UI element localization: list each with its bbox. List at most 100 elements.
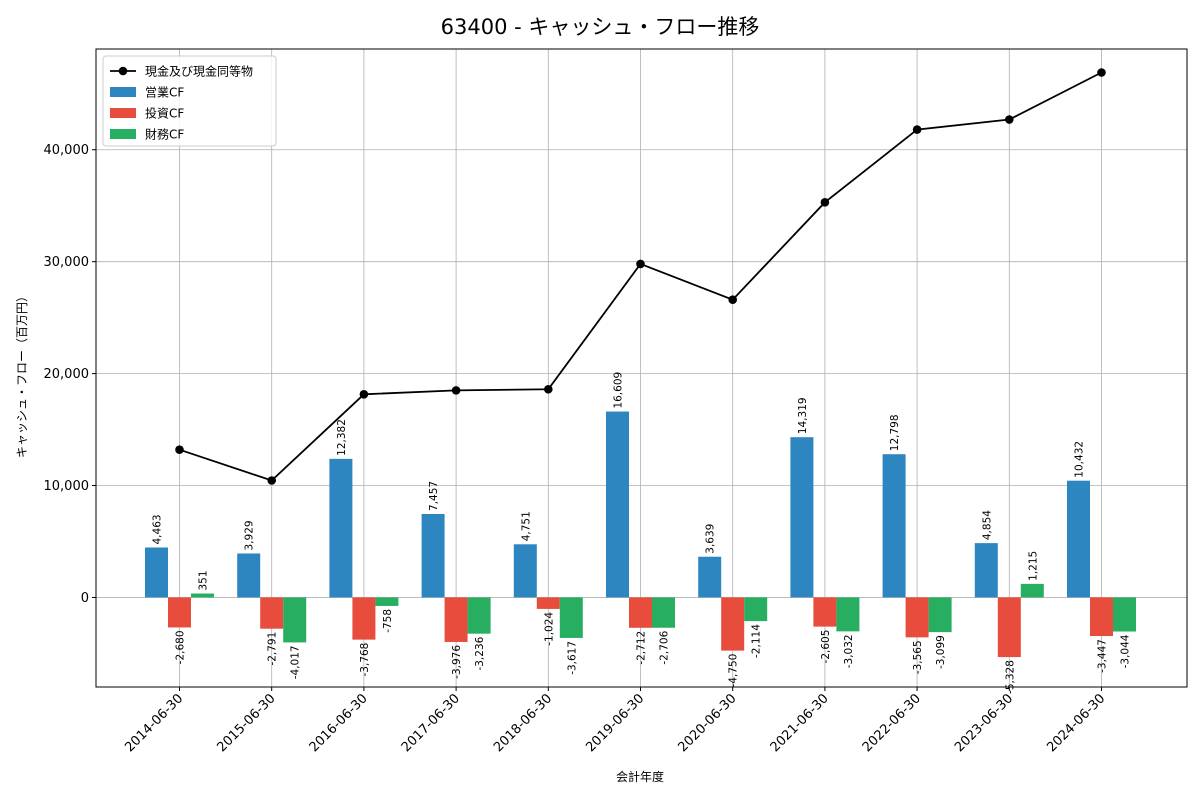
- bar-value-label: -758: [382, 609, 394, 633]
- bar-operating: [698, 556, 722, 598]
- bar-value-label: 1,215: [1027, 551, 1039, 581]
- bar-value-label: 14,319: [797, 397, 809, 434]
- x-tick-label: 2021-06-30: [768, 691, 832, 755]
- bar-value-label: 3,639: [705, 524, 717, 554]
- cash-balance-point: [451, 386, 461, 395]
- bar-operating: [1067, 480, 1090, 598]
- bar-investing: [444, 597, 468, 642]
- bar-operating: [145, 547, 168, 598]
- bar-operating: [237, 553, 261, 598]
- x-tick-label: 2023-06-30: [952, 691, 1016, 755]
- cash-balance-point: [359, 390, 369, 399]
- y-tick-label: 30,000: [44, 255, 90, 270]
- bar-investing: [168, 597, 191, 628]
- bar-value-label: -3,044: [1120, 634, 1132, 668]
- x-tick-label: 2020-06-30: [675, 691, 739, 755]
- bar-value-label: -2,680: [175, 630, 187, 664]
- x-tick-label: 2018-06-30: [491, 691, 555, 755]
- legend-entry: 財務CF: [145, 127, 184, 142]
- bar-value-label: -4,750: [728, 654, 740, 688]
- x-tick-label: 2019-06-30: [583, 691, 647, 755]
- x-tick-label: 2015-06-30: [214, 691, 278, 755]
- legend-entry: 現金及び現金同等物: [145, 64, 253, 79]
- bar-value-label: 12,798: [889, 414, 901, 451]
- bar-investing: [1090, 597, 1113, 637]
- cash-balance-point: [1097, 68, 1106, 77]
- legend-marker-swatch: [118, 66, 128, 76]
- bar-value-label: -2,791: [267, 632, 279, 666]
- x-tick-label: 2017-06-30: [399, 691, 463, 755]
- bar-value-label: 4,854: [981, 510, 993, 540]
- bar-value-label: 351: [198, 570, 210, 590]
- x-tick-label: 2022-06-30: [860, 691, 924, 755]
- bar-operating: [421, 513, 445, 598]
- bar-value-label: -3,768: [359, 643, 371, 677]
- bar-value-label: -2,114: [751, 624, 763, 658]
- x-tick-label: 2016-06-30: [307, 691, 371, 755]
- bar-value-label: -3,032: [843, 634, 855, 668]
- cash-balance-point: [636, 259, 645, 269]
- cash-balance-point: [544, 384, 553, 394]
- bar-value-label: -3,976: [451, 645, 463, 679]
- bar-value-label: -2,712: [636, 631, 648, 665]
- x-axis-label: 会計年度: [616, 769, 664, 784]
- bar-investing: [629, 597, 652, 628]
- bar-financing: [559, 597, 583, 638]
- bar-value-label: 12,382: [336, 419, 348, 456]
- y-tick-label: 20,000: [44, 367, 90, 382]
- bar-financing: [375, 597, 399, 606]
- cash-balance-point: [1005, 115, 1014, 124]
- bar-value-label: 16,609: [613, 372, 625, 409]
- bar-value-label: 7,457: [428, 481, 440, 511]
- x-tick-label: 2014-06-30: [122, 691, 186, 755]
- bar-value-label: -5,328: [1004, 660, 1016, 694]
- chart-title: 63400 - キャッシュ・フロー推移: [441, 15, 760, 39]
- bar-value-label: -3,565: [912, 640, 924, 674]
- bar-financing: [928, 597, 952, 633]
- bar-value-label: 10,432: [1074, 441, 1086, 478]
- bar-value-label: -3,447: [1097, 639, 1109, 673]
- bar-financing: [283, 597, 307, 643]
- bar-financing: [836, 597, 860, 632]
- bar-value-label: -2,706: [659, 630, 671, 664]
- bar-value-label: -3,617: [566, 641, 578, 675]
- bar-investing: [260, 597, 284, 629]
- y-tick-label: 10,000: [44, 479, 90, 494]
- plot-frame: [95, 48, 1188, 688]
- bar-investing: [536, 597, 560, 609]
- bar-operating: [513, 544, 537, 598]
- bar-value-label: 3,929: [244, 520, 256, 550]
- cash-balance-point: [175, 445, 184, 455]
- y-axis-label: キャッシュ・フロー（百万円）: [15, 290, 29, 458]
- bar-financing: [191, 593, 214, 598]
- bar-value-label: -4,017: [290, 645, 302, 679]
- bar-operating: [882, 454, 906, 598]
- bar-investing: [813, 597, 837, 627]
- bar-financing: [744, 597, 768, 622]
- y-tick-label: 0: [81, 591, 89, 606]
- y-tick-label: 40,000: [44, 143, 90, 158]
- x-tick-label: 2024-06-30: [1044, 691, 1108, 755]
- legend-bar-swatch: [110, 108, 136, 118]
- bar-operating: [329, 458, 353, 598]
- cash-balance-point: [912, 125, 922, 134]
- legend-bar-swatch: [110, 87, 136, 97]
- legend-box: [102, 55, 277, 147]
- bar-financing: [652, 597, 675, 628]
- legend-bar-swatch: [110, 129, 136, 139]
- cash-balance-point: [820, 198, 830, 207]
- bar-investing: [997, 597, 1021, 658]
- bar-financing: [1113, 597, 1136, 632]
- cash-balance-point: [728, 295, 737, 305]
- cash-balance-point: [267, 476, 277, 485]
- bar-operating: [606, 411, 629, 598]
- bar-financing: [467, 597, 491, 634]
- legend-entry: 営業CF: [145, 86, 184, 100]
- legend-entry: 投資CF: [145, 106, 184, 121]
- bar-value-label: -1,024: [543, 612, 555, 646]
- bar-value-label: 4,751: [520, 511, 532, 541]
- bar-investing: [905, 597, 929, 638]
- bar-value-label: -3,099: [935, 635, 947, 669]
- plot-area: 0 10,000 20,000 30,000 40,000 4,463 3,929 12,38…: [44, 48, 1188, 755]
